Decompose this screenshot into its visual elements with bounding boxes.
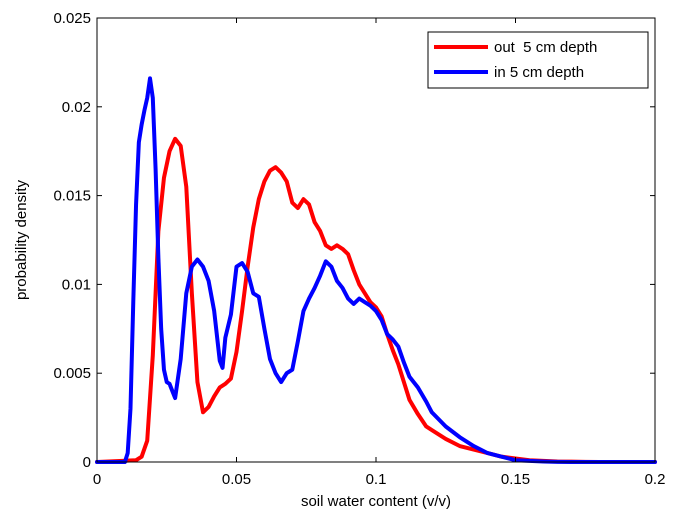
legend-box xyxy=(427,31,649,89)
legend-label-out-5cm: out 5 cm depth xyxy=(494,39,597,56)
y-tick-label: 0.01 xyxy=(62,276,91,293)
x-tick-label: 0 xyxy=(93,471,101,488)
y-axis-label: probability density xyxy=(13,179,30,300)
y-tick-label: 0.025 xyxy=(53,10,91,27)
x-tick-label: 0.05 xyxy=(222,471,251,488)
y-axis-ticks: 0 0.005 0.01 0.015 0.02 0.025 xyxy=(53,10,655,471)
series-line-1 xyxy=(95,76,657,464)
y-tick-label: 0.005 xyxy=(53,365,91,382)
x-tick-label: 0.1 xyxy=(366,471,387,488)
y-tick-label: 0.02 xyxy=(62,99,91,116)
x-axis-label: soil water content (v/v) xyxy=(301,493,451,510)
x-tick-label: 0.15 xyxy=(501,471,530,488)
series-line-0 xyxy=(95,136,657,464)
legend-label-in-5cm: in 5 cm depth xyxy=(494,64,584,81)
y-tick-label: 0 xyxy=(83,454,91,471)
y-tick-label: 0.015 xyxy=(53,188,91,205)
legend: out 5 cm depth in 5 cm depth xyxy=(427,31,649,89)
series-layer xyxy=(95,76,657,464)
x-tick-label: 0.2 xyxy=(645,471,666,488)
x-axis-ticks: 0 0.05 0.1 0.15 0.2 xyxy=(93,18,666,488)
